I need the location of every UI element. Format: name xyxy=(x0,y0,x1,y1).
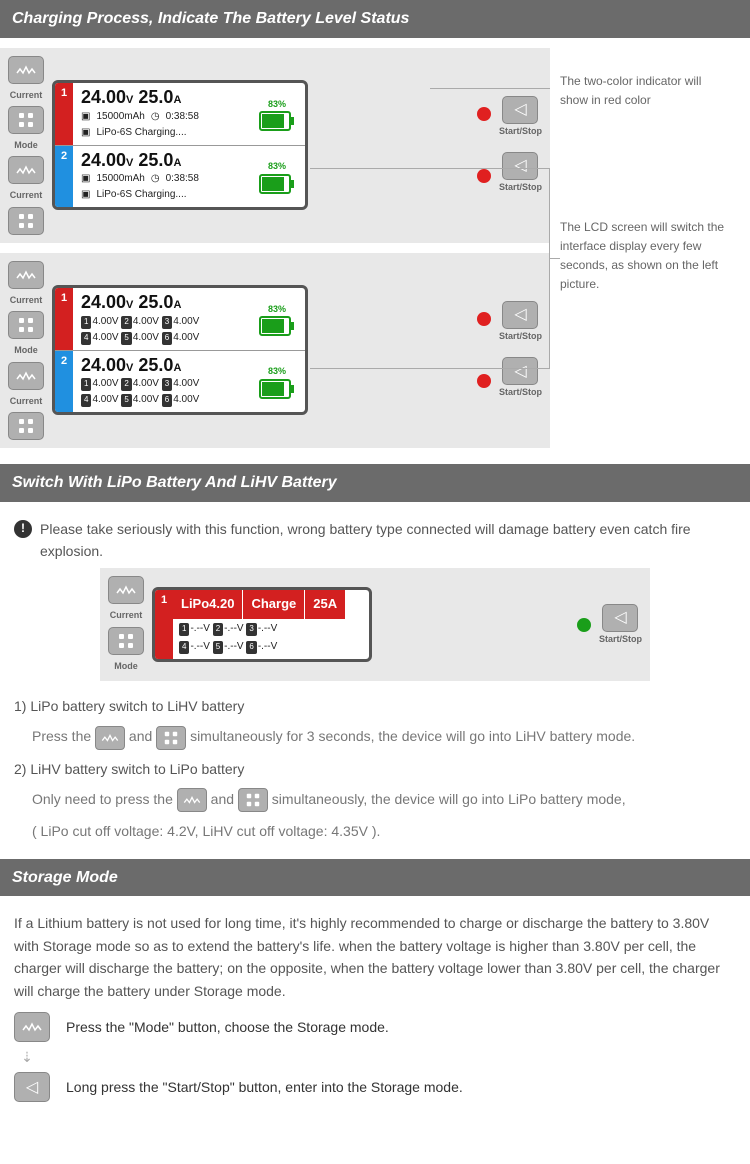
battery-percent: 83% xyxy=(268,97,286,111)
start-stop-button[interactable]: ◁ xyxy=(502,357,538,385)
battery-type-icon: ▣ xyxy=(81,125,90,141)
current-button[interactable] xyxy=(8,261,44,289)
warning-row: ! Please take seriously with this functi… xyxy=(0,512,750,569)
start-stop-icon: ◁ xyxy=(14,1072,50,1102)
current-button[interactable] xyxy=(8,56,44,84)
led-indicator-red xyxy=(477,169,491,183)
warning-icon: ! xyxy=(14,520,32,538)
voltage-amps-readout: 24.00V 25.0A xyxy=(81,87,249,109)
current-icon xyxy=(177,788,207,812)
mode-button[interactable] xyxy=(8,412,44,440)
led-indicator-red xyxy=(477,107,491,121)
mode-header-row: LiPo4.20 Charge 25A xyxy=(173,590,369,619)
clock-icon: ◷ xyxy=(151,109,160,125)
current-button[interactable] xyxy=(8,362,44,390)
mode-label: Mode xyxy=(14,138,38,152)
mode-icon xyxy=(14,1012,50,1042)
mode-button[interactable] xyxy=(108,627,144,655)
start-stop-button[interactable]: ◁ xyxy=(502,152,538,180)
arrow-down-icon: ⇣ xyxy=(0,1046,40,1068)
start-stop-button[interactable]: ◁ xyxy=(602,604,638,632)
current-button-2[interactable] xyxy=(8,156,44,184)
instruction-2-body: Only need to press the and simultaneousl… xyxy=(0,784,750,816)
storage-body-text: If a Lithium battery is not used for lon… xyxy=(0,906,750,1008)
storage-step-1: Press the "Mode" button, choose the Stor… xyxy=(0,1008,750,1046)
battery-icon xyxy=(259,111,295,131)
start-stop-button[interactable]: ◁ xyxy=(502,96,538,124)
current-icon xyxy=(95,726,125,750)
lcd-screen-a: 1 24.00V 25.0A ▣15000mAh ◷0:38:58 ▣LiPo-… xyxy=(52,80,308,210)
led-indicator-red xyxy=(477,374,491,388)
cell-voltages: 14.00V 24.00V 34.00V xyxy=(81,314,249,330)
led-indicator-green xyxy=(577,618,591,632)
mode-button[interactable] xyxy=(8,106,44,134)
instruction-1-body: Press the and simultaneously for 3 secon… xyxy=(0,721,750,753)
capacity-icon: ▣ xyxy=(81,109,90,125)
lcd-screen-b: 1 24.00V 25.0A 14.00V 24.00V 34.00V 44.0… xyxy=(52,285,308,415)
current-label: Current xyxy=(10,88,43,102)
cutoff-note: ( LiPo cut off voltage: 4.2V, LiHV cut o… xyxy=(0,816,750,846)
current-button[interactable] xyxy=(108,576,144,604)
section-header-switch: Switch With LiPo Battery And LiHV Batter… xyxy=(0,464,750,502)
charger-panel-3: Current Mode 1 LiPo4.20 Charge 25A 1-.--… xyxy=(100,568,650,681)
storage-step-2: ◁ Long press the "Start/Stop" button, en… xyxy=(0,1068,750,1106)
current-label: Current xyxy=(10,188,43,202)
led-indicator-red xyxy=(477,312,491,326)
mode-button[interactable] xyxy=(8,311,44,339)
section-header-storage: Storage Mode xyxy=(0,859,750,897)
lcd-screen-c: 1 LiPo4.20 Charge 25A 1-.--V 2-.--V 3-.-… xyxy=(152,587,372,662)
charger-panel-1: Current Mode Current 1 24.00V 25.0A ▣150… xyxy=(0,48,550,243)
mode-icon xyxy=(238,788,268,812)
annotation-lcd: The LCD screen will switch the interface… xyxy=(560,218,730,295)
battery-icon xyxy=(259,174,295,194)
mode-button-2[interactable] xyxy=(8,207,44,235)
section-header-charging: Charging Process, Indicate The Battery L… xyxy=(0,0,750,38)
channel-tab-2: 2 xyxy=(55,146,73,208)
mode-icon xyxy=(156,726,186,750)
warning-text: Please take seriously with this function… xyxy=(40,518,736,563)
channel-tab-1: 1 xyxy=(55,83,73,145)
instruction-1-title: 1) LiPo battery switch to LiHV battery xyxy=(0,691,750,721)
charger-panel-2: Current Mode Current 1 24.00V 25.0A 14.0… xyxy=(0,253,550,448)
voltage-amps-readout: 24.00V 25.0A xyxy=(81,150,249,172)
annotation-indicator: The two-color indicator will show in red… xyxy=(560,72,730,110)
start-stop-button[interactable]: ◁ xyxy=(502,301,538,329)
instruction-2-title: 2) LiHV battery switch to LiPo battery xyxy=(0,754,750,784)
